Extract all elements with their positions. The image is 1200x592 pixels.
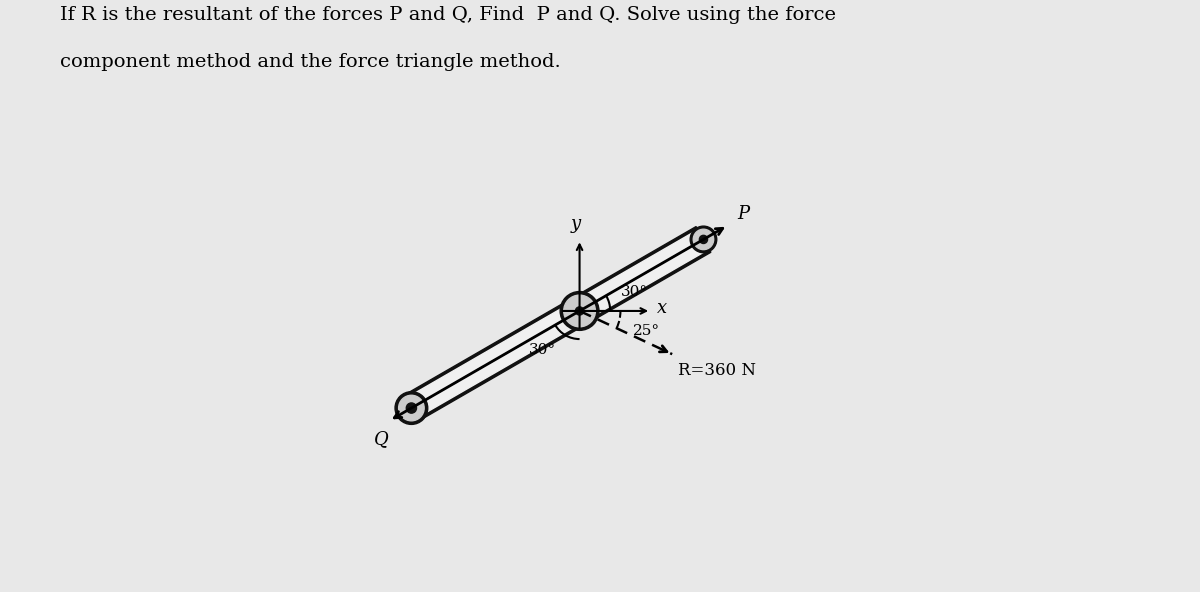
Text: If R is the resultant of the forces P and Q, Find  P and Q. Solve using the forc: If R is the resultant of the forces P an… (60, 6, 836, 24)
Polygon shape (406, 230, 709, 418)
Text: 25°: 25° (632, 324, 660, 338)
Circle shape (407, 403, 416, 413)
Text: 30°: 30° (529, 343, 556, 358)
Circle shape (560, 291, 599, 330)
Text: y: y (570, 215, 581, 233)
Text: x: x (658, 299, 667, 317)
Circle shape (700, 236, 708, 243)
Text: P: P (737, 205, 749, 223)
Text: Q: Q (374, 430, 389, 448)
Circle shape (690, 226, 716, 253)
Text: R=360 N: R=360 N (678, 362, 756, 379)
Text: 30°: 30° (622, 285, 648, 299)
Circle shape (395, 392, 427, 424)
Circle shape (576, 307, 583, 315)
Circle shape (564, 295, 595, 327)
Circle shape (398, 395, 424, 421)
Circle shape (694, 229, 714, 250)
Text: component method and the force triangle method.: component method and the force triangle … (60, 53, 560, 71)
Polygon shape (404, 227, 710, 421)
